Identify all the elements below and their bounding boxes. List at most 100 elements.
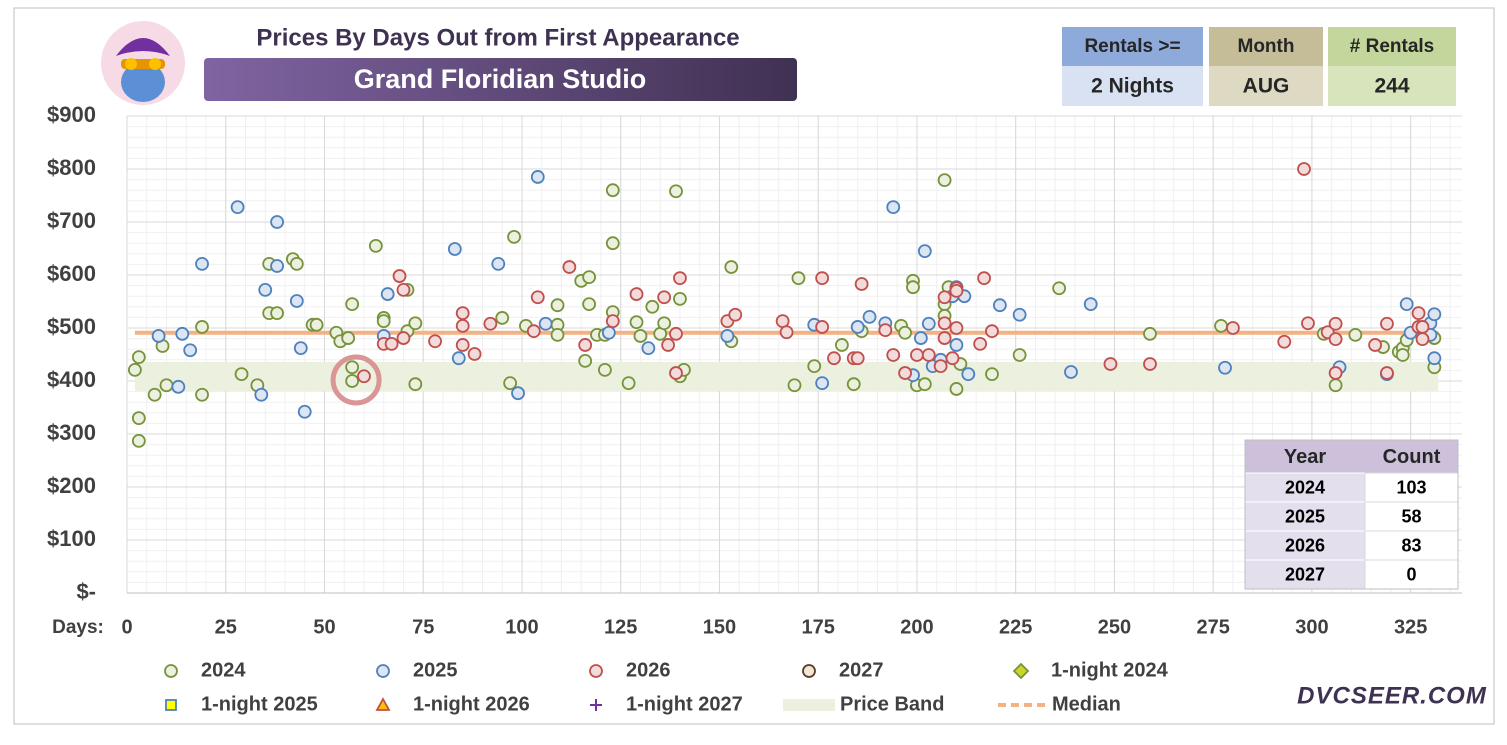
scatter-point bbox=[1328, 316, 1343, 331]
table-cell: 0 bbox=[1406, 564, 1416, 584]
scatter-point bbox=[195, 320, 209, 334]
scatter-point bbox=[720, 329, 735, 343]
scatter-point bbox=[451, 351, 466, 366]
scatter-point bbox=[234, 367, 249, 382]
scatter-point bbox=[1052, 281, 1067, 296]
filter-value: 2 Nights bbox=[1091, 75, 1174, 98]
legend-marker bbox=[589, 664, 603, 678]
scatter-point bbox=[973, 336, 988, 351]
legend-marker bbox=[802, 664, 816, 678]
x-tick-label: 125 bbox=[604, 616, 637, 638]
table-cell: 103 bbox=[1396, 477, 1426, 497]
scatter-point bbox=[297, 404, 312, 419]
scatter-point bbox=[815, 320, 830, 334]
scatter-point bbox=[380, 287, 395, 301]
legend-label: 2025 bbox=[413, 659, 458, 681]
scatter-point bbox=[669, 326, 683, 341]
scatter-point bbox=[1415, 320, 1430, 334]
scatter-point bbox=[511, 386, 525, 401]
scatter-point bbox=[582, 270, 597, 285]
scatter-point bbox=[992, 298, 1007, 313]
scatter-point bbox=[1012, 307, 1027, 322]
table-header-cell: Count bbox=[1383, 446, 1441, 468]
legend-marker bbox=[375, 697, 391, 711]
x-tick-label: 75 bbox=[412, 616, 434, 638]
scatter-point bbox=[917, 377, 932, 392]
scatter-point bbox=[175, 326, 190, 341]
subtitle-banner bbox=[204, 58, 797, 101]
scatter-point bbox=[1301, 316, 1315, 331]
scatter-point bbox=[408, 377, 423, 392]
scatter-point bbox=[791, 271, 806, 286]
table-header-cell: Year bbox=[1284, 446, 1326, 468]
scatter-point bbox=[447, 242, 462, 256]
scatter-point bbox=[578, 338, 593, 352]
scatter-point bbox=[258, 282, 273, 297]
filter-value: AUG bbox=[1243, 75, 1290, 98]
scatter-point bbox=[598, 362, 612, 377]
scatter-point bbox=[195, 256, 209, 271]
scatter-point bbox=[396, 331, 411, 345]
scatter-point bbox=[270, 215, 284, 229]
chart-subtitle: Grand Floridian Studio bbox=[354, 64, 647, 94]
scatter-point bbox=[661, 338, 676, 352]
scatter-point bbox=[1218, 360, 1232, 375]
scatter-point bbox=[657, 316, 672, 331]
y-tick-label: $200 bbox=[47, 473, 96, 498]
scatter-point bbox=[526, 324, 541, 339]
legend-label: 2027 bbox=[839, 659, 884, 681]
table-header bbox=[1245, 440, 1458, 473]
scatter-point bbox=[949, 321, 964, 335]
filter-label: # Rentals bbox=[1350, 36, 1434, 57]
scatter-point bbox=[921, 348, 936, 362]
price-band bbox=[134, 361, 1439, 392]
legend-marker bbox=[165, 699, 177, 711]
scatter-point bbox=[345, 297, 360, 312]
filter-header bbox=[1328, 27, 1456, 66]
scatter-point bbox=[937, 316, 952, 331]
scatter-point bbox=[357, 369, 371, 384]
scatter-point bbox=[582, 297, 597, 312]
scatter-point bbox=[1328, 378, 1343, 393]
filter-label: Month bbox=[1238, 36, 1295, 57]
table-cell: 58 bbox=[1401, 506, 1421, 526]
y-tick-label: $400 bbox=[47, 367, 96, 392]
x-tick-label: 250 bbox=[1098, 616, 1131, 638]
scatter-point bbox=[455, 338, 470, 352]
x-tick-label: 0 bbox=[121, 616, 132, 638]
filter-label: Rentals >= bbox=[1084, 36, 1180, 57]
scatter-point bbox=[886, 200, 901, 215]
scatter-point bbox=[910, 348, 924, 362]
scatter-point bbox=[131, 433, 146, 448]
scatter-point bbox=[1083, 297, 1098, 312]
scatter-point bbox=[131, 350, 146, 365]
scatter-point bbox=[878, 323, 893, 338]
x-tick-label: 150 bbox=[703, 616, 736, 638]
scatter-point bbox=[787, 378, 802, 393]
filter-value-box bbox=[1209, 66, 1323, 106]
scatter-point bbox=[538, 316, 553, 331]
scatter-point bbox=[775, 314, 790, 329]
scatter-point bbox=[1380, 316, 1394, 331]
scatter-point bbox=[886, 348, 901, 362]
scatter-point bbox=[669, 184, 683, 199]
scatter-point bbox=[562, 260, 577, 274]
x-tick-label: 200 bbox=[900, 616, 933, 638]
y-tick-label: $- bbox=[76, 579, 96, 604]
y-tick-label: $300 bbox=[47, 420, 96, 445]
scatter-point bbox=[985, 324, 999, 339]
scatter-point bbox=[455, 318, 470, 333]
scatter-point bbox=[815, 376, 830, 391]
scatter-point bbox=[961, 367, 976, 382]
scatter-point bbox=[270, 259, 284, 273]
scatter-point bbox=[724, 260, 739, 274]
scatter-point bbox=[483, 316, 498, 331]
table-cell: 2027 bbox=[1285, 564, 1325, 584]
scatter-point bbox=[159, 378, 174, 393]
scatter-point bbox=[645, 299, 660, 314]
filter-header bbox=[1209, 27, 1323, 66]
scatter-point bbox=[147, 387, 162, 402]
scatter-point bbox=[254, 387, 269, 402]
scatter-point bbox=[309, 317, 324, 332]
scatter-point bbox=[629, 287, 644, 301]
